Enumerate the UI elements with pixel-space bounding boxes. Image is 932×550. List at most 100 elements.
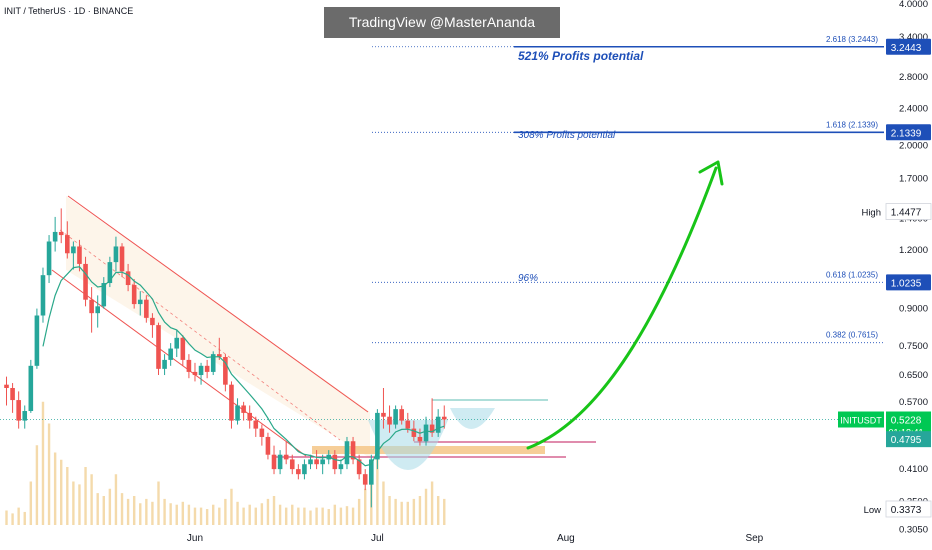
- candle-body: [71, 246, 76, 254]
- candle-body: [46, 241, 52, 276]
- candle-body: [107, 262, 113, 284]
- candle-body: [338, 464, 344, 470]
- volume-bar: [412, 498, 416, 525]
- price-tick-label: 2.4000: [899, 103, 928, 114]
- candle-body: [393, 409, 398, 425]
- candle-body: [350, 441, 356, 460]
- candle-body: [277, 454, 283, 470]
- price-tick-label: 0.9000: [899, 304, 928, 315]
- candle-body: [22, 411, 28, 421]
- volume-bar: [145, 498, 148, 525]
- ema-line: [42, 266, 445, 467]
- volume-bar: [11, 513, 14, 525]
- candle-body: [405, 420, 411, 429]
- candle-body: [52, 231, 58, 242]
- candle-body: [320, 459, 325, 465]
- candle-body: [381, 412, 386, 417]
- candle-body: [65, 235, 70, 254]
- low-label: Low: [864, 505, 882, 516]
- candle-body: [101, 283, 107, 307]
- candle-body: [16, 400, 21, 421]
- price-tick-label: 0.6500: [899, 370, 928, 381]
- volume-bar: [72, 481, 75, 525]
- candle-body: [156, 325, 161, 369]
- volume-bar: [436, 496, 440, 525]
- candle-body: [144, 299, 149, 318]
- candle-body: [265, 436, 271, 455]
- candle-body: [180, 337, 186, 360]
- volume-bar: [157, 481, 160, 525]
- volume-bar: [260, 503, 264, 525]
- volume-bar: [53, 452, 57, 525]
- volume-bar: [430, 481, 434, 525]
- fib-level-label: 2.618 (3.2443): [826, 35, 878, 44]
- volume-bar: [236, 501, 239, 525]
- candle-body: [369, 459, 374, 485]
- candle-body: [423, 424, 429, 442]
- candle-body: [302, 464, 307, 475]
- candle-body: [229, 384, 234, 421]
- price-tick-label: 2.0000: [899, 141, 928, 152]
- candle-body: [198, 365, 204, 376]
- profit-521-label: 521% Profits potential: [518, 49, 644, 63]
- volume-bar: [169, 503, 172, 525]
- target-arrow-shaft: [526, 166, 718, 450]
- candle-body: [235, 405, 240, 421]
- price-tick-label: 0.4100: [899, 464, 928, 475]
- candle-body: [283, 454, 289, 460]
- volume-bar: [60, 459, 63, 525]
- volume-bar: [278, 504, 282, 525]
- candle-body: [131, 285, 137, 305]
- volume-bar: [41, 401, 45, 525]
- price-tick-label: 0.3050: [899, 525, 928, 536]
- drawing-zones: [51, 195, 596, 470]
- price-tick-label: 2.8000: [899, 72, 928, 83]
- channel-upper-line: [67, 195, 369, 413]
- target-arrow-head: [698, 160, 724, 186]
- volume-bar: [224, 498, 227, 525]
- volume-bar: [333, 504, 337, 525]
- volume-bar: [297, 507, 300, 525]
- candle-body: [271, 454, 277, 470]
- volume-bar: [248, 504, 251, 525]
- volume-bar: [376, 452, 379, 525]
- volume-bar: [35, 445, 39, 525]
- price-tick-label: 1.7000: [899, 174, 928, 185]
- low-value: 0.3373: [891, 505, 922, 516]
- candle-body: [77, 246, 82, 264]
- candle-body: [210, 354, 216, 372]
- current-price-value: 0.5228: [891, 416, 922, 427]
- time-axis: Jun Jul Aug Sep: [187, 533, 764, 544]
- volume-bar: [303, 507, 306, 525]
- volume-bar: [193, 507, 197, 525]
- fib-level-label: 0.382 (0.7615): [826, 331, 878, 340]
- channel-mid-line: [59, 229, 341, 441]
- volume-bar: [29, 481, 33, 525]
- volume-bar: [382, 481, 385, 525]
- volume-bar: [96, 493, 99, 525]
- symbol-title: INIT / TetherUS · 1D · BINANCE: [4, 6, 134, 16]
- fib-level-label: 1.618 (2.1339): [826, 120, 878, 129]
- fib-price-badge: [886, 38, 931, 55]
- channel-lower-line: [51, 269, 307, 457]
- symbol-badge-text: INITUSDT: [840, 416, 882, 426]
- candle-body: [241, 405, 246, 413]
- high-label: High: [861, 208, 881, 219]
- fib-price-badge-text: 2.1339: [891, 128, 922, 139]
- candle-body: [344, 441, 350, 465]
- candle-body: [289, 459, 295, 470]
- volume-bar: [272, 496, 276, 525]
- fib-price-badge: [886, 124, 931, 141]
- volume-bar: [187, 504, 191, 525]
- volume-bar: [364, 488, 367, 525]
- volume-bar: [199, 507, 203, 525]
- price-tick-label: 0.5700: [899, 397, 928, 408]
- volume-bar: [357, 498, 361, 525]
- candle-body: [113, 246, 119, 263]
- price-badges: 3.2443 2.1339 1.0235 High 1.4477 Low 0.3373 INI…: [838, 38, 932, 518]
- volume-bar: [284, 507, 288, 525]
- fib-level-label: 0.618 (1.0235): [826, 270, 878, 279]
- fib-price-badge-text: 3.2443: [891, 43, 922, 54]
